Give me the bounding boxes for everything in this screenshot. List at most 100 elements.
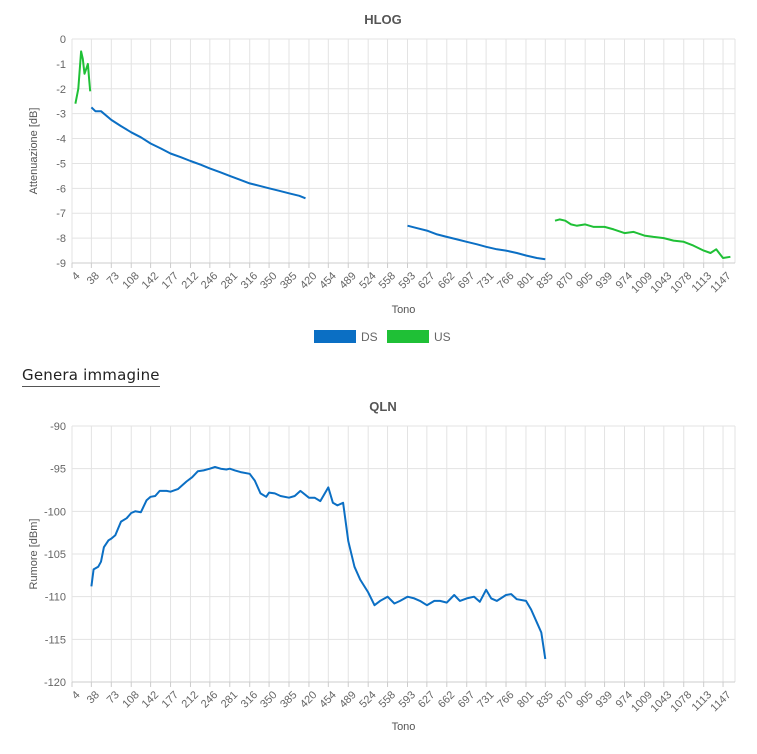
x-tick-label: 558 [377,270,398,291]
x-tick-label: 1043 [649,270,675,296]
x-tick-label: 350 [258,689,279,710]
y-tick-label: -105 [44,549,66,561]
x-tick-label: 662 [436,270,457,291]
x-tick-label: 801 [515,689,536,710]
x-tick-label: 870 [554,689,575,710]
y-tick-label: -2 [56,84,66,96]
generate-image-button[interactable]: Genera immagine [22,366,160,387]
x-tick-label: 108 [120,689,141,710]
qln-chart-svg: QLN -90 -95 -100 -105 -110 -115 -120 4 38 73108142… [28,399,736,733]
x-tick-label: 142 [140,270,161,291]
y-tick-label: -3 [56,109,66,121]
x-tick-label: 766 [495,270,516,291]
x-tick-label: 835 [534,270,555,291]
x-tick-label: 524 [357,689,378,710]
x-tick-label: 1147 [708,270,733,295]
y-tick-label: -95 [50,464,66,476]
x-tick-label: 489 [337,270,358,291]
x-tick-label: 835 [534,689,555,710]
x-tick-label: 73 [105,689,122,706]
x-tick-label: 142 [140,689,161,710]
x-tick-label: 420 [298,270,319,291]
legend-label-ds: DS [361,330,378,344]
x-tick-label: 905 [574,689,595,710]
x-tick-label: 1078 [669,689,695,715]
x-tick-label: 524 [357,270,378,291]
y-tick-label: -1 [56,59,66,71]
x-tick-label: 593 [397,689,418,710]
y-tick-label: -4 [56,134,66,146]
x-tick-label: 454 [317,270,338,291]
y-tick-label: -6 [56,183,66,195]
y-tick-label: 0 [60,34,66,46]
y-tick-label: -8 [56,233,66,245]
x-tick-label: 697 [456,270,477,291]
x-tick-label: 593 [397,270,418,291]
x-tick-label: 627 [416,270,437,291]
x-axis-label: Tono [392,304,416,316]
x-tick-label: 108 [120,270,141,291]
series-line-us-0 [74,50,92,104]
x-tick-label: 385 [278,270,299,291]
x-tick-label: 212 [180,270,201,291]
hlog-chart-svg: HLOG 0 -1 -2 -3 -4 -5 -6 -7 -8 -9 4 38 73108142177212… [28,12,736,344]
x-tick-label: 454 [317,689,338,710]
x-tick-label: 558 [377,689,398,710]
x-tick-label: 281 [219,689,240,710]
series-line-ds-1 [407,224,546,261]
x-tick-label: 4 [70,689,83,702]
x-tick-label: 316 [239,270,260,291]
x-tick-label: 939 [594,689,615,710]
series-line-us-1 [554,218,731,259]
x-tick-label: 1043 [649,689,675,715]
x-tick-label: 939 [594,270,615,291]
legend-label-us: US [434,330,451,344]
x-tick-label: 177 [160,270,181,291]
chart-title: HLOG [364,12,402,27]
x-tick-label: 627 [416,689,437,710]
x-tick-label: 73 [105,270,122,287]
x-tick-label: 177 [160,689,181,710]
x-tick-label: 420 [298,689,319,710]
x-tick-label: 38 [85,689,102,706]
x-tick-label: 801 [515,270,536,291]
y-tick-label: -7 [56,208,66,220]
x-tick-label: 697 [456,689,477,710]
y-axis-label: Rumore [dBm] [28,519,40,590]
x-tick-label: 246 [199,270,220,291]
x-tick-label: 4 [70,270,83,283]
qln-chart: QLN -90 -95 -100 -105 -110 -115 -120 4 38 73 108 142… [0,390,757,749]
x-tick-label: 246 [199,689,220,710]
x-tick-label: 1078 [669,270,695,296]
y-tick-label: -90 [50,421,66,433]
x-tick-label: 905 [574,270,595,291]
series-line-ds-0 [90,106,306,200]
y-tick-label: -9 [56,258,66,270]
x-tick-label: 1113 [690,689,715,714]
x-tick-label: 212 [180,689,201,710]
x-tick-label: 281 [219,270,240,291]
legend-swatch-ds [314,330,356,343]
y-tick-label: -5 [56,158,66,170]
x-tick-label: 731 [475,689,496,710]
x-tick-label: 38 [85,270,102,287]
y-tick-label: -115 [45,634,66,646]
x-tick-label: 316 [239,689,260,710]
x-tick-label: 1009 [629,270,655,296]
x-tick-label: 731 [475,270,496,291]
x-tick-label: 1147 [708,689,733,714]
x-tick-label: 766 [495,689,516,710]
y-tick-label: -120 [44,677,66,689]
x-tick-label: 1113 [690,270,715,295]
x-axis-label: Tono [392,721,416,733]
x-tick-label: 870 [554,270,575,291]
x-tick-label: 385 [278,689,299,710]
x-tick-label: 662 [436,689,457,710]
x-tick-label: 1009 [629,689,655,715]
y-tick-label: -100 [44,506,66,518]
series-line-qln-0 [90,466,547,660]
legend-swatch-us [387,330,429,343]
y-tick-label: -110 [45,592,66,604]
hlog-chart: HLOG 0 -1 -2 -3 -4 -5 -6 -7 -8 -9 4 38 73 108 142 177 212… [0,0,757,360]
chart-title: QLN [369,399,396,414]
